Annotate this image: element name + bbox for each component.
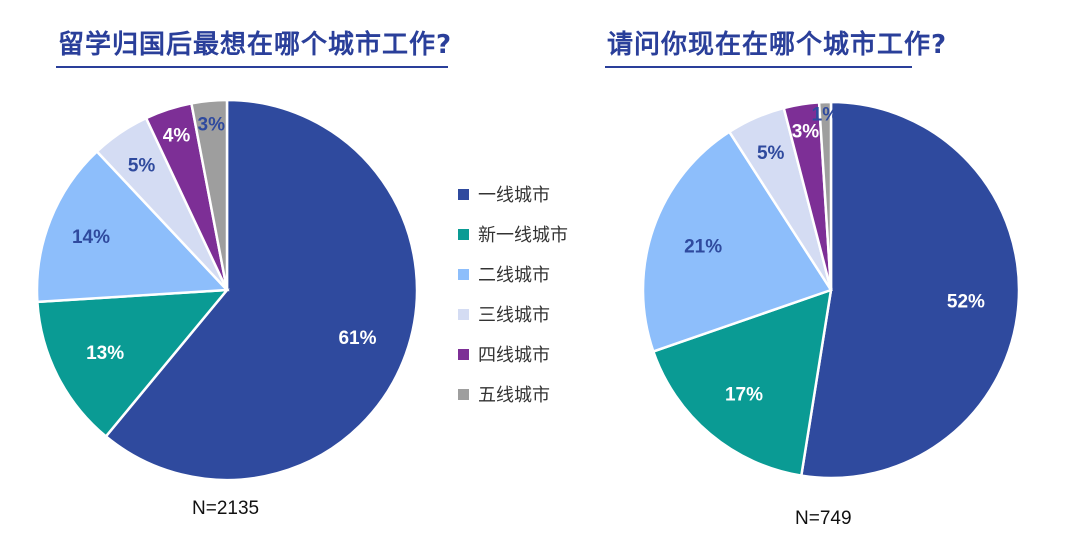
pie-slice-6 — [817, 100, 833, 291]
pie-slice-3 — [641, 130, 833, 354]
right-sample-size: N=749 — [795, 508, 852, 529]
left-chart-title: 留学归国后最想在哪个城市工作? — [58, 30, 453, 60]
pie-slice-3 — [35, 149, 230, 304]
legend-swatch — [458, 188, 469, 200]
left-sample-size: N=2135 — [192, 498, 260, 519]
slice-value-label: 5% — [757, 143, 785, 164]
legend-item: 五线城市 — [458, 374, 568, 414]
legend-item: 一线城市 — [458, 174, 568, 214]
pie-slice-6 — [189, 98, 229, 291]
slice-value-label: 14% — [72, 227, 110, 248]
legend-item: 四线城市 — [458, 334, 568, 374]
legend-swatch — [458, 388, 469, 400]
slice-value-label: 21% — [684, 237, 722, 258]
legend-swatch — [458, 268, 469, 280]
slice-value-label: 3% — [198, 115, 226, 136]
pie-slice-1 — [799, 100, 1021, 480]
right-chart-title: 请问你现在在哪个城市工作? — [607, 30, 948, 60]
slice-value-label: 1% — [812, 104, 840, 125]
slice-value-label: 3% — [792, 121, 820, 142]
slice-value-label: 52% — [947, 292, 985, 313]
legend-label: 四线城市 — [478, 345, 550, 366]
legend-swatch — [458, 308, 469, 320]
legend-item: 二线城市 — [458, 254, 568, 294]
legend-item: 三线城市 — [458, 294, 568, 334]
left-title-underline — [56, 66, 448, 68]
slice-value-label: 5% — [128, 155, 156, 176]
slice-value-label: 13% — [86, 343, 124, 364]
legend-label: 二线城市 — [478, 265, 550, 286]
legend-label: 五线城市 — [478, 385, 550, 406]
legend-item: 新一线城市 — [458, 214, 568, 254]
slice-value-label: 61% — [338, 328, 376, 349]
slice-value-label: 4% — [163, 126, 191, 147]
pie-slice-2 — [36, 288, 230, 439]
legend-label: 一线城市 — [478, 185, 550, 206]
legend-swatch — [458, 228, 469, 240]
legend-label: 新一线城市 — [478, 225, 568, 246]
legend-swatch — [458, 348, 469, 360]
pie-slice-1 — [104, 98, 419, 482]
legend-label: 三线城市 — [478, 305, 550, 326]
right-title-underline — [605, 66, 912, 68]
legend: 一线城市 新一线城市 二线城市 三线城市 四线城市 五线城市 — [458, 174, 568, 414]
slice-value-label: 17% — [725, 385, 763, 406]
